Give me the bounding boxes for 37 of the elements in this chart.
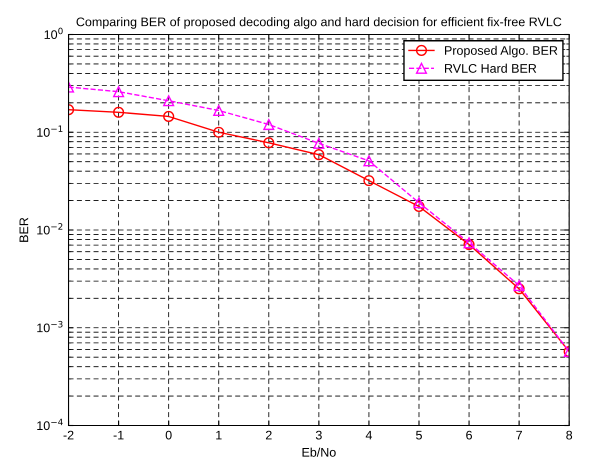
x-tick-label: 1 xyxy=(216,430,222,440)
point xyxy=(163,95,174,106)
point xyxy=(213,104,224,116)
point xyxy=(313,138,324,149)
point xyxy=(514,280,525,292)
y-tick-label: 10$^{−2}$ xyxy=(37,223,62,235)
point xyxy=(113,106,124,118)
y-tick-label: 10$^{0}$ xyxy=(44,28,63,40)
point xyxy=(313,149,324,160)
point xyxy=(413,200,425,212)
point xyxy=(263,118,274,130)
x-tick-label: 4 xyxy=(366,430,372,440)
x-tick-label: 7 xyxy=(516,430,522,440)
x-tick-label: 3 xyxy=(316,430,322,440)
point xyxy=(363,175,374,186)
chart-title: Comparing BER of proposed decoding algo and hard decision for efficient fix-free RVLC xyxy=(76,17,562,29)
y-tick-label: 10$^{−3}$ xyxy=(37,320,63,332)
y-tick-label: 10$^{−1}$ xyxy=(37,126,62,137)
legend-label: RVLC Hard BER xyxy=(445,64,536,73)
point xyxy=(263,137,274,148)
x-tick-label: 6 xyxy=(466,430,472,440)
point xyxy=(363,155,374,166)
y-tick-label: 10$^{−4}$ xyxy=(37,418,63,430)
x-tick-label: -2 xyxy=(64,430,74,440)
x-axis-title: Eb/No xyxy=(302,448,336,457)
x-tick-label: 5 xyxy=(416,430,422,440)
point xyxy=(163,110,174,122)
x-tick-label: 0 xyxy=(166,430,172,440)
legend-label: Proposed Algo. BER xyxy=(445,46,558,58)
point xyxy=(413,197,425,208)
point xyxy=(514,283,525,294)
x-tick-label: 8 xyxy=(566,430,572,440)
x-tick-label: -1 xyxy=(114,430,124,440)
point xyxy=(213,126,224,138)
y-axis-title: BER xyxy=(20,218,28,242)
x-tick-label: 2 xyxy=(266,430,272,440)
point xyxy=(113,86,124,98)
